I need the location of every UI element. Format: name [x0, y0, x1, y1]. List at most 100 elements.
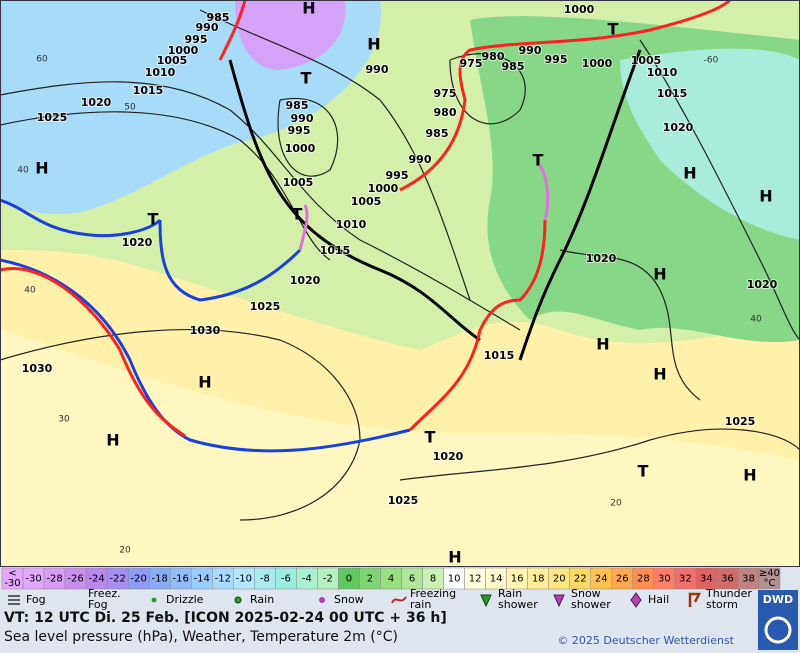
isobar-label: 1025: [250, 300, 281, 313]
legend-label: Freez.: [88, 587, 121, 600]
legend-icon: [553, 594, 565, 608]
isotherm-label: 40: [750, 315, 762, 325]
scale-value: -16: [173, 574, 189, 585]
scale-value: 0: [346, 574, 352, 585]
scale-value: -6: [281, 574, 291, 585]
isotherm-label: 20: [610, 499, 622, 509]
isobar-label: 1020: [586, 252, 617, 265]
scale-value: -22: [109, 574, 125, 585]
scale-value: 20: [553, 574, 566, 585]
high-pressure: H: [683, 164, 696, 183]
isobar-label: 1010: [647, 66, 678, 79]
scale-value: 28: [637, 574, 650, 585]
high-pressure: H: [596, 335, 609, 354]
isobar-label: 1000: [168, 44, 199, 57]
isobar-label: 1020: [81, 96, 112, 109]
scale-value: -28: [46, 574, 62, 585]
map: 9859909951000100510101015102010259859909…: [0, 0, 800, 567]
high-pressure: H: [743, 466, 756, 485]
high-pressure: H: [367, 35, 380, 54]
isobar-label: 1020: [747, 278, 778, 291]
troughs: [228, 49, 642, 361]
legend-label: Snow: [334, 593, 364, 606]
low-pressure: T: [425, 428, 436, 447]
isotherm-label: 50: [124, 103, 136, 113]
isobar-label: 985: [426, 127, 449, 140]
low-pressure: T: [638, 462, 649, 481]
isobar-label: 1005: [631, 54, 662, 67]
high-pressure: H: [106, 431, 119, 450]
isobar-label: 985: [207, 11, 230, 24]
dwd-logo: DWD: [758, 590, 798, 650]
scale-min-value: -30: [4, 578, 20, 589]
isobar-label: 1030: [190, 324, 221, 337]
scale-value: -14: [194, 574, 210, 585]
isotherm-label: 40: [24, 286, 36, 296]
isobar-label: 1020: [122, 236, 153, 249]
scale-value: 2: [367, 574, 373, 585]
isobar-label: 980: [482, 50, 505, 63]
legend-label: shower: [571, 598, 611, 611]
scale-value: 32: [679, 574, 692, 585]
fronts: [0, 0, 732, 453]
description: Sea level pressure (hPa), Weather, Tempe…: [4, 629, 398, 645]
low-pressure: T: [148, 210, 159, 229]
scale-value: 16: [511, 574, 524, 585]
legend-label: Rain: [250, 593, 274, 606]
isobar-label: 1000: [368, 182, 399, 195]
scale-cell: [758, 567, 781, 590]
scale-value: -26: [67, 574, 83, 585]
isobar-label: 990: [366, 63, 389, 76]
isobar-label: 995: [545, 53, 568, 66]
legend-icon: [319, 597, 325, 603]
legend-label: Thunder: [705, 587, 752, 600]
isobar-label: 995: [185, 33, 208, 46]
legend-label: Fog: [88, 598, 108, 611]
isobar-label: 1020: [290, 274, 321, 287]
isobar-label: 975: [460, 57, 483, 70]
legend-label: Hail: [648, 593, 669, 606]
high-pressure: H: [759, 187, 772, 206]
high-pressure: H: [653, 265, 666, 284]
scale-value: 14: [490, 574, 503, 585]
isobar-label: 995: [288, 124, 311, 137]
isobar-label: 990: [291, 112, 314, 125]
isobar-label: 1015: [484, 349, 515, 362]
cool-zone: [620, 48, 800, 240]
scale-value: 18: [532, 574, 545, 585]
isobar-label: 985: [502, 60, 525, 73]
isobar-label: 1025: [725, 415, 756, 428]
scale-value: -12: [215, 574, 231, 585]
legend-icon: [480, 594, 492, 608]
isobar-label: 1015: [657, 87, 688, 100]
high-pressure: H: [302, 0, 315, 18]
scale-max-label: ≥40: [759, 568, 780, 579]
very-cold-zone: [235, 0, 346, 70]
isobar-label: 980: [434, 106, 457, 119]
isobar-label: 1005: [157, 54, 188, 67]
isobar-label: 1000: [582, 57, 613, 70]
scale-value: -4: [302, 574, 312, 585]
logo-box: [758, 590, 798, 650]
scale-value: 6: [409, 574, 415, 585]
scale-value: 34: [700, 574, 713, 585]
legend-label: Snow: [571, 587, 601, 600]
scale-value: -18: [152, 574, 168, 585]
isotherm-label: -60: [704, 56, 719, 66]
isobar-label: 1020: [663, 121, 694, 134]
legend-label: Freezing: [410, 587, 456, 600]
scale-value: 4: [388, 574, 394, 585]
high-pressure: H: [448, 548, 461, 567]
high-pressure: H: [35, 159, 48, 178]
low-pressure: T: [608, 20, 619, 39]
isobar-label: 995: [386, 169, 409, 182]
isobar-label: 1025: [388, 494, 419, 507]
isobar-label: 1015: [320, 244, 351, 257]
isobar-label: 1015: [133, 84, 164, 97]
legend-label: Fog: [26, 593, 46, 606]
isobar-label: 1010: [336, 218, 367, 231]
legend-icon: [630, 592, 642, 608]
isobar-label: 1005: [283, 176, 314, 189]
isobar-label: 1000: [564, 3, 595, 16]
